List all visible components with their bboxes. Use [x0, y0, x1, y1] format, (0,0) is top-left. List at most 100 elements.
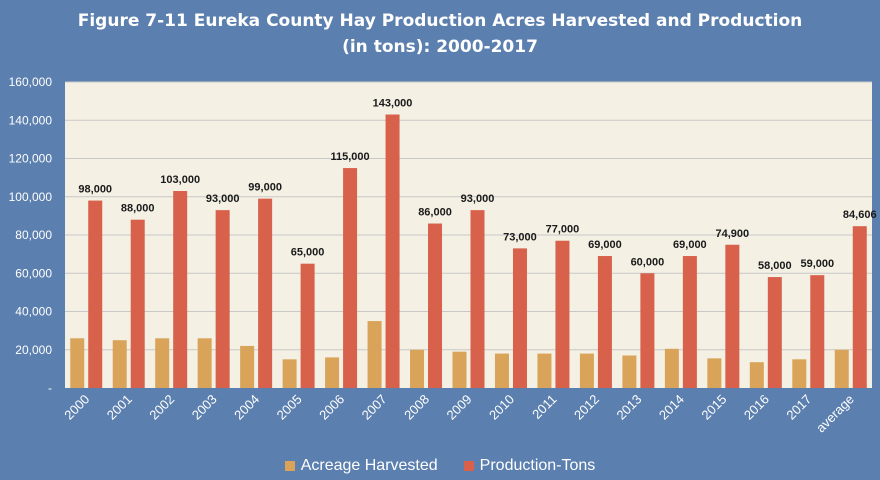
legend-swatch-production — [463, 461, 474, 471]
x-tick-label-2001: 2001 — [104, 392, 135, 423]
bar-acreage-2014 — [664, 348, 679, 388]
x-tick-label-2009: 2009 — [444, 392, 475, 423]
chart-title-line-1: Figure 7-11 Eureka County Hay Production… — [77, 11, 803, 31]
bar-acreage-2016 — [749, 362, 764, 388]
bar-production-2006 — [343, 168, 358, 388]
bar-acreage-2013 — [622, 355, 637, 388]
bar-production-2017 — [810, 275, 825, 388]
x-tick-label-2012: 2012 — [571, 392, 602, 423]
bars — [70, 114, 867, 388]
bar-production-2004 — [258, 198, 273, 388]
bar-production-2008 — [428, 223, 443, 388]
bar-production-2000 — [88, 200, 103, 388]
data-label-production-2010: 73,000 — [503, 231, 537, 243]
data-label-production-2000: 98,000 — [78, 184, 112, 196]
x-tick-label-2010: 2010 — [486, 392, 517, 423]
legend-swatch-acreage — [284, 461, 295, 471]
bar-acreage-2005 — [282, 359, 297, 388]
bar-acreage-2006 — [325, 357, 340, 388]
y-tick-label: 100,000 — [9, 190, 53, 204]
data-label-production-2004: 99,000 — [248, 182, 282, 194]
legend-item-acreage: Acreage Harvested — [284, 457, 438, 475]
y-tick-label: 60,000 — [15, 266, 52, 280]
y-axis: - 20,000 40,000 60,000 80,000 100,000 120,000 1… — [9, 75, 53, 395]
x-tick-label-2011: 2011 — [529, 392, 559, 422]
x-tick-label-2006: 2006 — [316, 392, 347, 423]
data-label-production-2014: 69,000 — [673, 239, 707, 251]
bar-acreage-2000 — [70, 338, 85, 388]
y-tick-label: - — [48, 381, 52, 395]
x-tick-label-2005: 2005 — [274, 392, 305, 423]
y-tick-label: 140,000 — [9, 113, 53, 127]
x-axis: 2000 2001 2002 2003 2004 2005 2006 2007 2008 2009… — [61, 392, 857, 436]
bar-production-2005 — [300, 263, 315, 388]
data-label-production-2009: 93,000 — [461, 193, 495, 205]
bar-production-2012 — [597, 256, 612, 388]
data-label-production-2017: 59,000 — [800, 258, 834, 270]
legend-label-production: Production-Tons — [479, 457, 596, 474]
bar-production-2013 — [640, 273, 655, 388]
data-label-production-2002: 103,000 — [160, 174, 200, 186]
y-tick-label: 40,000 — [15, 305, 52, 319]
x-tick-label-2015: 2015 — [698, 392, 729, 423]
x-tick-label-2004: 2004 — [231, 392, 262, 423]
bar-acreage-2009 — [452, 351, 467, 388]
bar-production-2010 — [512, 248, 527, 388]
x-tick-label-2014: 2014 — [656, 392, 687, 423]
bar-acreage-2012 — [579, 353, 594, 388]
bar-production-2002 — [173, 191, 188, 388]
x-tick-label-average: average — [813, 392, 857, 436]
bar-acreage-2017 — [792, 359, 807, 388]
data-label-production-2012: 69,000 — [588, 239, 622, 251]
bar-production-2001 — [130, 219, 145, 388]
chart-title: Figure 7-11 Eureka County Hay Production… — [0, 8, 880, 60]
x-tick-label-2016: 2016 — [741, 392, 772, 423]
bar-production-2003 — [215, 210, 230, 388]
bar-production-2009 — [470, 210, 485, 388]
bar-acreage-average — [834, 349, 849, 388]
data-label-production-2008: 86,000 — [418, 207, 452, 219]
data-label-production-2005: 65,000 — [291, 247, 325, 259]
bar-acreage-2015 — [707, 358, 722, 388]
bar-acreage-2007 — [367, 321, 382, 388]
y-tick-label: 120,000 — [9, 152, 53, 166]
data-label-production-2006: 115,000 — [331, 151, 370, 163]
data-label-production-2001: 88,000 — [121, 203, 155, 215]
x-tick-label-2002: 2002 — [146, 392, 177, 423]
bar-production-2011 — [555, 240, 570, 388]
bar-acreage-2010 — [494, 353, 509, 388]
bar-production-2014 — [682, 256, 697, 388]
bar-acreage-2002 — [155, 338, 170, 388]
legend-item-production: Production-Tons — [463, 457, 596, 475]
data-label-production-2013: 60,000 — [631, 256, 665, 268]
x-tick-label-2007: 2007 — [359, 392, 390, 423]
legend-label-acreage: Acreage Harvested — [300, 457, 438, 474]
bar-acreage-2004 — [240, 345, 255, 388]
x-tick-label-2008: 2008 — [401, 392, 432, 423]
bar-acreage-2001 — [112, 340, 127, 388]
y-tick-label: 160,000 — [9, 75, 53, 89]
y-tick-label: 20,000 — [15, 343, 52, 357]
x-tick-label-2000: 2000 — [61, 392, 92, 423]
data-labels: 98,000 88,000 103,000 93,000 99,000 65,000 115… — [78, 98, 876, 273]
y-tick-label: 80,000 — [15, 228, 52, 242]
bar-acreage-2011 — [537, 353, 552, 388]
data-label-production-2003: 93,000 — [206, 193, 240, 205]
legend: Acreage Harvested Production-Tons — [0, 457, 880, 475]
chart-title-line-2: (in tons): 2000-2017 — [342, 37, 538, 57]
data-label-production-average: 84,606 — [843, 209, 877, 221]
bar-production-2016 — [767, 277, 782, 388]
x-tick-label-2003: 2003 — [189, 392, 220, 423]
data-label-production-2015: 74,900 — [716, 228, 750, 240]
bar-acreage-2003 — [197, 338, 212, 388]
x-tick-label-2013: 2013 — [613, 392, 644, 423]
bar-production-average — [852, 226, 867, 388]
bar-production-2015 — [725, 244, 740, 388]
data-label-production-2007: 143,000 — [373, 98, 413, 110]
data-label-production-2016: 58,000 — [758, 260, 792, 272]
gridlines — [65, 81, 872, 351]
bar-acreage-2008 — [410, 349, 425, 388]
x-tick-label-2017: 2017 — [783, 392, 814, 423]
data-label-production-2011: 77,000 — [546, 224, 580, 236]
